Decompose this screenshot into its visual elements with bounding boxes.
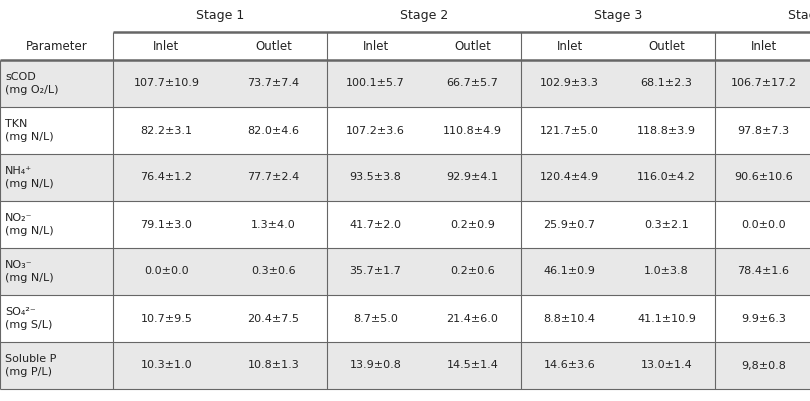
Text: Outlet: Outlet [255, 40, 292, 53]
Text: 0.2±0.9: 0.2±0.9 [450, 219, 495, 229]
Text: 0.0±0.0: 0.0±0.0 [741, 219, 786, 229]
Text: 20.4±7.5: 20.4±7.5 [248, 314, 300, 324]
Text: Inlet: Inlet [750, 40, 777, 53]
Text: 8.8±10.4: 8.8±10.4 [544, 314, 595, 324]
Text: 116.0±4.2: 116.0±4.2 [637, 172, 696, 182]
Text: Stage 2: Stage 2 [400, 10, 448, 22]
Text: 100.1±5.7: 100.1±5.7 [346, 79, 405, 89]
Text: 76.4±1.2: 76.4±1.2 [140, 172, 193, 182]
Text: 106.7±17.2: 106.7±17.2 [731, 79, 796, 89]
Bar [0, 342, 810, 389]
Text: 41.7±2.0: 41.7±2.0 [349, 219, 402, 229]
Text: 68.1±2.3: 68.1±2.3 [641, 79, 693, 89]
Text: 13.9±0.8: 13.9±0.8 [350, 360, 402, 371]
Text: 14.5±1.4: 14.5±1.4 [446, 360, 498, 371]
Text: 0.2±0.6: 0.2±0.6 [450, 267, 495, 277]
Text: 8.7±5.0: 8.7±5.0 [353, 314, 398, 324]
Text: Stage 4: Stage 4 [788, 10, 810, 22]
Text: 120.4±4.9: 120.4±4.9 [540, 172, 599, 182]
Text: sCOD
(mg O₂/L): sCOD (mg O₂/L) [5, 72, 58, 95]
Text: 92.9±4.1: 92.9±4.1 [446, 172, 499, 182]
Bar [0, 60, 810, 107]
Text: 21.4±6.0: 21.4±6.0 [446, 314, 498, 324]
Text: 10.8±1.3: 10.8±1.3 [248, 360, 300, 371]
Text: NO₃⁻
(mg N/L): NO₃⁻ (mg N/L) [5, 260, 53, 283]
Text: Outlet: Outlet [648, 40, 685, 53]
Text: 9.9±6.3: 9.9±6.3 [741, 314, 786, 324]
Text: 93.5±3.8: 93.5±3.8 [350, 172, 402, 182]
Text: 107.2±3.6: 107.2±3.6 [346, 126, 405, 136]
Text: 73.7±7.4: 73.7±7.4 [247, 79, 300, 89]
Text: 14.6±3.6: 14.6±3.6 [544, 360, 595, 371]
Text: 107.7±10.9: 107.7±10.9 [134, 79, 199, 89]
Text: 90.6±10.6: 90.6±10.6 [734, 172, 793, 182]
Text: SO₄²⁻
(mg S/L): SO₄²⁻ (mg S/L) [5, 307, 53, 330]
Bar [0, 32, 810, 60]
Text: 102.9±3.3: 102.9±3.3 [540, 79, 599, 89]
Text: 41.1±10.9: 41.1±10.9 [637, 314, 696, 324]
Text: NH₄⁺
(mg N/L): NH₄⁺ (mg N/L) [5, 166, 53, 189]
Text: 82.2±3.1: 82.2±3.1 [140, 126, 193, 136]
Text: Stage 1: Stage 1 [196, 10, 244, 22]
Bar [0, 154, 810, 201]
Bar [0, 248, 810, 295]
Text: 35.7±1.7: 35.7±1.7 [350, 267, 402, 277]
Text: 1.3±4.0: 1.3±4.0 [251, 219, 296, 229]
Text: Inlet: Inlet [556, 40, 582, 53]
Text: 79.1±3.0: 79.1±3.0 [141, 219, 193, 229]
Text: 77.7±2.4: 77.7±2.4 [247, 172, 300, 182]
Text: TKN
(mg N/L): TKN (mg N/L) [5, 119, 53, 142]
Text: 13.0±1.4: 13.0±1.4 [641, 360, 693, 371]
Text: 121.7±5.0: 121.7±5.0 [540, 126, 599, 136]
Text: 0.3±0.6: 0.3±0.6 [251, 267, 296, 277]
Text: 0.0±0.0: 0.0±0.0 [144, 267, 189, 277]
Text: Soluble P
(mg P/L): Soluble P (mg P/L) [5, 354, 57, 377]
Text: 82.0±4.6: 82.0±4.6 [248, 126, 300, 136]
Text: Parameter: Parameter [26, 40, 87, 53]
Text: 78.4±1.6: 78.4±1.6 [737, 267, 790, 277]
Text: 1.0±3.8: 1.0±3.8 [644, 267, 688, 277]
Bar [0, 295, 810, 342]
Text: 0.3±2.1: 0.3±2.1 [644, 219, 688, 229]
Text: Outlet: Outlet [454, 40, 491, 53]
Text: 10.7±9.5: 10.7±9.5 [141, 314, 193, 324]
Bar [0, 0, 810, 32]
Text: 66.7±5.7: 66.7±5.7 [446, 79, 498, 89]
Bar [0, 107, 810, 154]
Text: 46.1±0.9: 46.1±0.9 [544, 267, 595, 277]
Text: Inlet: Inlet [362, 40, 389, 53]
Text: 10.3±1.0: 10.3±1.0 [141, 360, 192, 371]
Bar [0, 201, 810, 248]
Text: NO₂⁻
(mg N/L): NO₂⁻ (mg N/L) [5, 213, 53, 236]
Text: 97.8±7.3: 97.8±7.3 [737, 126, 790, 136]
Text: Inlet: Inlet [153, 40, 180, 53]
Text: 9,8±0.8: 9,8±0.8 [741, 360, 786, 371]
Text: 118.8±3.9: 118.8±3.9 [637, 126, 696, 136]
Text: 25.9±0.7: 25.9±0.7 [544, 219, 595, 229]
Text: Stage 3: Stage 3 [594, 10, 642, 22]
Text: 110.8±4.9: 110.8±4.9 [443, 126, 502, 136]
